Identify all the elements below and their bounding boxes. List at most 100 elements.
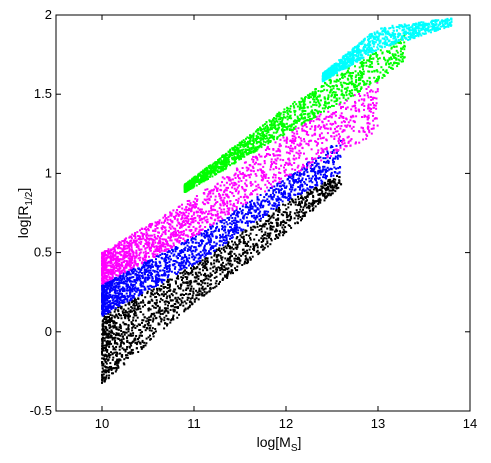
data-point: [260, 228, 263, 230]
data-point: [271, 163, 273, 165]
data-point: [169, 237, 172, 240]
data-point: [127, 257, 130, 260]
data-point: [311, 163, 314, 166]
data-point: [156, 289, 159, 292]
data-point: [227, 176, 230, 179]
data-point: [144, 256, 147, 259]
data-point: [101, 347, 104, 350]
data-point: [120, 254, 123, 257]
data-point: [317, 157, 320, 159]
data-point: [268, 218, 271, 221]
data-point: [106, 349, 109, 351]
data-point: [251, 228, 254, 231]
data-point: [245, 220, 248, 223]
data-point: [335, 148, 338, 151]
data-point: [131, 300, 134, 303]
data-point: [372, 102, 374, 105]
data-point: [234, 219, 237, 222]
data-point: [236, 201, 239, 204]
data-point: [276, 182, 279, 185]
data-point: [144, 287, 147, 290]
data-point: [270, 160, 273, 163]
data-point: [125, 285, 128, 287]
data-point: [324, 196, 327, 199]
data-point: [248, 208, 251, 211]
data-point: [175, 248, 178, 251]
data-point: [372, 114, 374, 117]
data-point: [174, 229, 177, 232]
data-point: [135, 314, 138, 317]
data-point: [219, 215, 222, 218]
data-point: [187, 241, 190, 244]
data-point: [277, 204, 280, 206]
data-point: [340, 107, 342, 110]
data-point: [241, 205, 244, 208]
data-point: [199, 290, 202, 293]
data-point: [234, 226, 237, 229]
data-point: [194, 205, 197, 208]
data-point: [189, 230, 192, 233]
data-point: [181, 301, 184, 304]
data-point: [376, 90, 379, 93]
data-point: [115, 261, 118, 264]
data-point: [186, 200, 189, 202]
data-point: [182, 219, 185, 222]
data-point: [138, 274, 141, 277]
data-point: [225, 234, 228, 237]
data-point: [261, 179, 264, 182]
data-point: [212, 249, 215, 252]
data-point: [261, 170, 264, 173]
data-point: [127, 330, 130, 333]
data-point: [193, 266, 195, 269]
data-point: [347, 141, 350, 144]
data-point: [152, 255, 155, 258]
data-point: [207, 278, 210, 281]
data-point: [254, 180, 257, 183]
data-point: [291, 188, 294, 191]
data-point: [180, 230, 183, 233]
data-point: [287, 202, 290, 205]
data-point: [119, 288, 122, 291]
data-point: [304, 182, 307, 185]
data-point: [333, 111, 336, 114]
data-point: [305, 125, 308, 128]
data-point: [215, 242, 218, 245]
data-point: [354, 104, 357, 107]
data-point: [228, 257, 231, 259]
data-point: [301, 177, 304, 180]
data-point: [130, 334, 133, 337]
data-point: [213, 251, 216, 254]
data-point: [275, 159, 278, 162]
data-point: [158, 265, 161, 268]
data-point: [200, 293, 203, 296]
data-point: [336, 175, 338, 177]
data-point: [110, 271, 113, 273]
data-point: [229, 191, 232, 193]
data-point: [106, 254, 109, 257]
data-point: [109, 319, 111, 322]
data-point: [322, 173, 325, 176]
data-point: [284, 174, 287, 177]
data-point: [150, 292, 153, 295]
data-point: [314, 171, 317, 174]
data-point: [325, 115, 328, 118]
data-point: [118, 271, 121, 274]
data-point: [157, 266, 159, 269]
data-point: [236, 210, 239, 213]
data-point: [156, 253, 159, 256]
data-point: [124, 280, 127, 283]
data-point: [197, 278, 200, 280]
data-point: [159, 254, 162, 257]
data-point: [352, 129, 355, 132]
data-point: [197, 260, 200, 263]
data-point: [176, 261, 179, 264]
data-point: [322, 194, 325, 197]
data-point: [160, 235, 163, 237]
data-point: [311, 191, 314, 194]
data-point: [138, 278, 141, 281]
data-point: [139, 341, 141, 344]
data-point: [236, 168, 239, 171]
data-point: [132, 296, 135, 299]
data-point: [125, 272, 128, 275]
data-point: [108, 255, 111, 258]
